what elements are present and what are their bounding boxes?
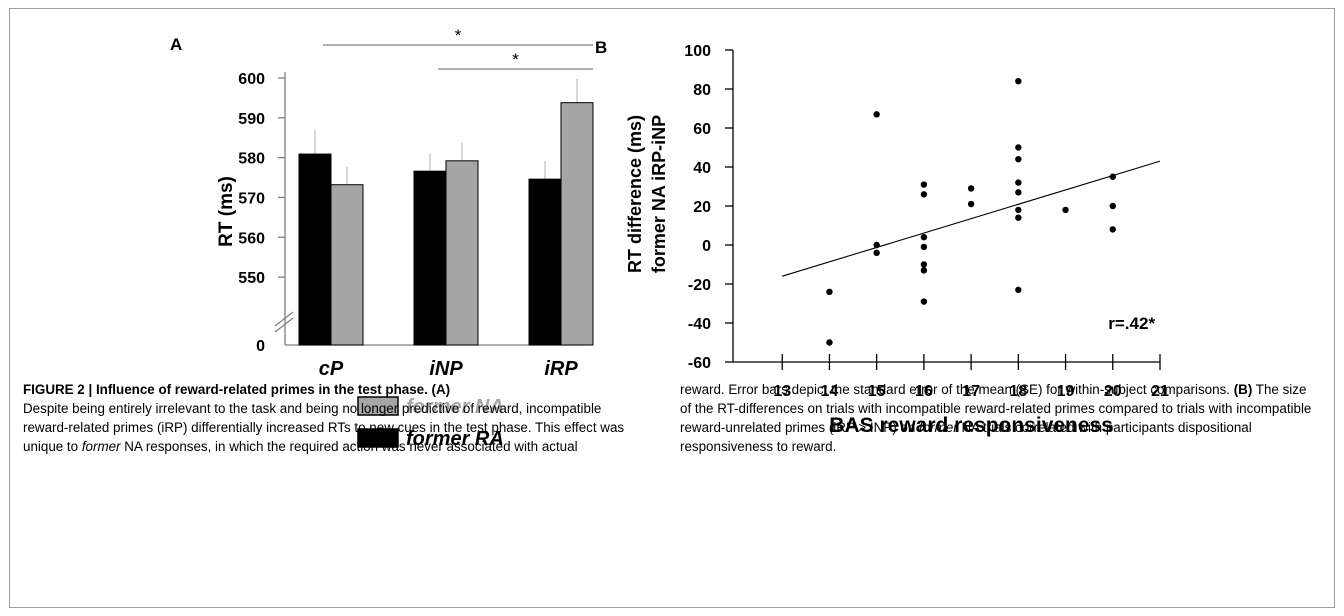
y-tick-label: 80 — [693, 82, 711, 99]
legend-swatch — [357, 428, 399, 448]
scatter-point — [1015, 78, 1022, 85]
scatter-point — [920, 181, 928, 188]
regression-line — [782, 160, 1161, 277]
x-tick-label: 15 — [868, 383, 886, 400]
scatter-point — [967, 185, 975, 192]
y-tick-label: 60 — [693, 121, 711, 138]
scatter-point — [1015, 179, 1022, 186]
y-tick-label: 590 — [238, 111, 265, 128]
scatter-point — [1015, 206, 1022, 214]
y-zero-label: 0 — [256, 338, 265, 355]
bar-iNP-former-RA — [413, 170, 447, 346]
panel-b-label: B — [595, 38, 607, 57]
scatter-point — [1015, 156, 1022, 163]
y-tick-label: 40 — [693, 160, 711, 177]
y-tick-label: 560 — [238, 230, 265, 247]
y-tick-label: 20 — [693, 199, 711, 216]
scatter-point — [920, 267, 928, 274]
y-tick-label: 550 — [238, 270, 265, 287]
x-tick-label: 17 — [962, 383, 980, 400]
scatter-point — [1109, 173, 1116, 180]
y-tick-label: -20 — [688, 277, 711, 294]
scatter-point — [1062, 206, 1069, 214]
scatter-point — [873, 241, 880, 249]
scatter-point — [920, 261, 928, 268]
caption-right-column: reward. Error bars depict the standard e… — [680, 380, 1320, 456]
correlation-annotation: r=.42* — [1108, 314, 1155, 333]
y-tick-label: 580 — [238, 151, 265, 168]
x-tick-label: 20 — [1104, 383, 1122, 400]
scatter-point — [1109, 202, 1116, 210]
x-tick-label: 19 — [1057, 383, 1075, 400]
scatter-point — [967, 200, 975, 208]
x-tick-label: 13 — [773, 383, 791, 400]
bar-cP-former-RA — [298, 153, 332, 346]
y-tick-label: -60 — [688, 355, 711, 372]
y-tick-label: 100 — [684, 43, 711, 60]
caption-span: reward. Error bars depict the standard e… — [680, 382, 1234, 397]
x-tick-label: 21 — [1151, 383, 1169, 400]
caption-span: The size of the RT-differences on trials… — [680, 382, 1312, 435]
legend-swatch — [357, 396, 399, 416]
caption-right-body: reward. Error bars depict the standard e… — [680, 380, 1320, 456]
axis-break-mark — [274, 311, 294, 327]
scatter-point — [1015, 214, 1022, 221]
axis-break-mark — [274, 317, 294, 333]
scatter-point — [826, 339, 833, 346]
scatter-point — [873, 249, 880, 256]
scatter-point — [1109, 226, 1116, 233]
y-tick-label: 0 — [702, 238, 711, 255]
significance-star: * — [512, 50, 519, 69]
y-axis-title-line: former NA iRP-iNP — [649, 115, 669, 273]
caption-left-body: Despite being entirely irrelevant to the… — [23, 399, 643, 456]
x-category-label: iRP — [544, 358, 578, 380]
caption-left-column: FIGURE 2 | Influence of reward-related p… — [23, 380, 643, 456]
x-tick-label: 18 — [1009, 383, 1027, 400]
x-category-label: cP — [319, 358, 344, 380]
panel-a-bar-chart: A 550 560 570 580 590 600 0 RT (ms) cP iNP iRP * * for… — [130, 10, 630, 450]
scatter-point — [873, 111, 880, 118]
bar-iRP-former-RA — [528, 178, 562, 346]
scatter-point — [1015, 286, 1022, 294]
legend-label: former NA — [406, 396, 504, 418]
caption-span: Despite being entirely irrelevant to the… — [23, 401, 625, 454]
bar-cP-former-NA — [330, 184, 364, 346]
caption-span: former — [919, 420, 958, 435]
scatter-point — [1015, 189, 1022, 196]
scatter-point — [1015, 144, 1022, 151]
caption-title: FIGURE 2 | Influence of reward-related p… — [23, 382, 451, 397]
x-tick-label: 14 — [821, 383, 839, 400]
bar-iNP-former-NA — [445, 160, 479, 346]
x-category-label: iNP — [429, 358, 463, 380]
bar-iRP-former-NA — [560, 102, 594, 346]
scatter-point — [920, 191, 928, 198]
y-tick-label: 600 — [238, 71, 265, 88]
x-axis-title: BAS reward responsiveness — [829, 414, 1113, 437]
panel-a-svg: A 550 560 570 580 590 600 0 RT (ms) cP iNP iRP * * for… — [170, 26, 594, 450]
y-axis-title: RT (ms) — [216, 176, 237, 247]
y-tick-label: 570 — [238, 190, 265, 207]
x-tick-label: 16 — [915, 383, 933, 400]
scatter-point — [920, 243, 928, 251]
scatter-point — [920, 234, 928, 241]
panel-a-label: A — [170, 35, 182, 54]
caption-span: NA trials correlated with participants d… — [680, 420, 1252, 454]
figure-frame — [9, 8, 1335, 608]
scatter-point — [920, 298, 928, 305]
y-tick-label: -40 — [688, 316, 711, 333]
caption-span: (B) — [1233, 382, 1253, 397]
y-axis-title-line: RT difference (ms) — [625, 115, 645, 273]
legend-label: former RA — [406, 428, 504, 450]
caption-span: former — [81, 439, 121, 454]
significance-star: * — [455, 26, 462, 45]
caption-span: NA responses, in which the required acti… — [120, 439, 578, 454]
scatter-point — [826, 288, 833, 295]
panel-b-scatter-plot: B -60 -40 -20 0 20 40 60 80 100 RT difference (ms)… — [585, 10, 1205, 450]
panel-b-svg: B -60 -40 -20 0 20 40 60 80 100 RT difference (ms)… — [595, 38, 1169, 437]
